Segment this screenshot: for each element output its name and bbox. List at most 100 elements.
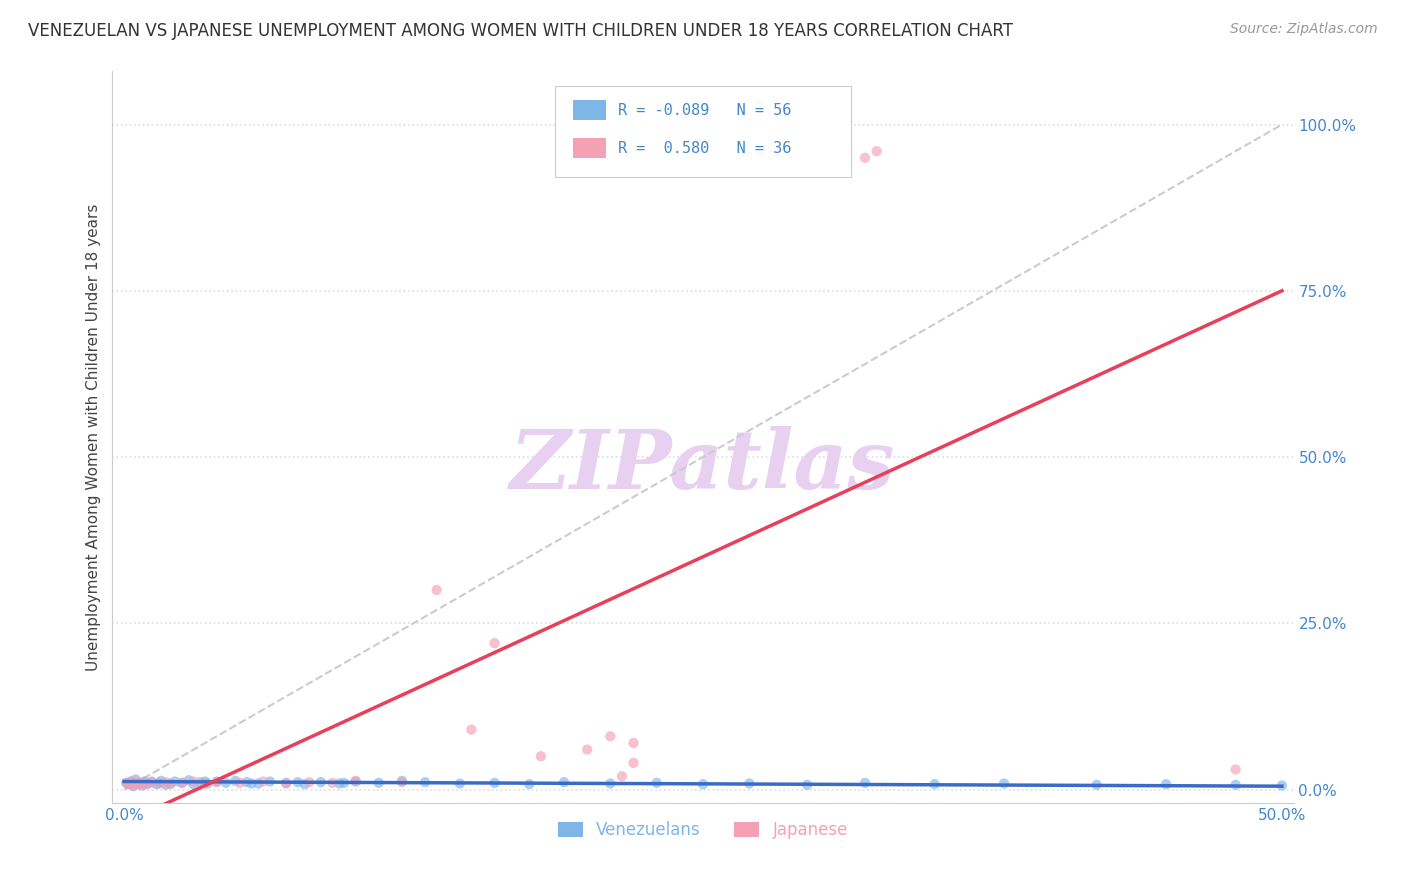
Point bbox=[344, 773, 367, 788]
Point bbox=[1225, 763, 1247, 777]
Point bbox=[159, 776, 181, 790]
Text: R =  0.580   N = 36: R = 0.580 N = 36 bbox=[619, 141, 792, 156]
Point bbox=[853, 151, 876, 165]
Point bbox=[229, 776, 252, 790]
Point bbox=[1085, 778, 1108, 792]
Point bbox=[205, 775, 228, 789]
Point bbox=[115, 776, 138, 790]
Point bbox=[333, 776, 356, 790]
Point bbox=[449, 776, 471, 790]
Text: Source: ZipAtlas.com: Source: ZipAtlas.com bbox=[1230, 22, 1378, 37]
Point bbox=[163, 774, 186, 789]
Point bbox=[276, 776, 298, 790]
Point bbox=[298, 775, 321, 789]
Point bbox=[177, 773, 200, 788]
Point bbox=[484, 776, 506, 790]
Point bbox=[259, 774, 281, 789]
Point bbox=[599, 776, 621, 790]
Point bbox=[610, 769, 633, 783]
Point bbox=[127, 777, 149, 791]
Point bbox=[115, 776, 138, 790]
Point bbox=[692, 777, 714, 791]
Point bbox=[129, 776, 152, 790]
Point bbox=[129, 778, 152, 792]
Point bbox=[190, 775, 212, 789]
Point bbox=[391, 775, 413, 789]
Point bbox=[183, 777, 205, 791]
Point bbox=[120, 774, 142, 789]
Point bbox=[118, 777, 141, 791]
Point bbox=[738, 776, 761, 790]
Point bbox=[150, 773, 173, 788]
Point bbox=[426, 582, 449, 597]
Text: R = -0.089   N = 56: R = -0.089 N = 56 bbox=[619, 103, 792, 118]
Point bbox=[155, 778, 177, 792]
Point bbox=[328, 776, 350, 790]
Point bbox=[367, 776, 389, 790]
Text: VENEZUELAN VS JAPANESE UNEMPLOYMENT AMONG WOMEN WITH CHILDREN UNDER 18 YEARS COR: VENEZUELAN VS JAPANESE UNEMPLOYMENT AMON… bbox=[28, 22, 1014, 40]
Text: ZIPatlas: ZIPatlas bbox=[510, 426, 896, 507]
Point bbox=[1154, 777, 1177, 791]
Point bbox=[131, 779, 153, 793]
Y-axis label: Unemployment Among Women with Children Under 18 years: Unemployment Among Women with Children U… bbox=[86, 203, 101, 671]
Point bbox=[194, 774, 217, 789]
Point bbox=[924, 777, 946, 791]
Point bbox=[215, 776, 238, 790]
Point bbox=[183, 774, 205, 789]
Point bbox=[141, 774, 163, 789]
Point bbox=[197, 776, 219, 790]
Point bbox=[131, 776, 153, 790]
Point bbox=[155, 775, 177, 789]
Point bbox=[309, 775, 332, 789]
Point bbox=[127, 775, 149, 789]
Bar bbox=[574, 100, 606, 120]
Point bbox=[413, 775, 436, 789]
Point bbox=[623, 736, 645, 750]
FancyBboxPatch shape bbox=[555, 86, 851, 178]
Point bbox=[252, 774, 274, 789]
Point bbox=[247, 776, 270, 790]
Point bbox=[148, 776, 170, 790]
Point bbox=[517, 777, 540, 791]
Point bbox=[145, 777, 167, 791]
Bar bbox=[574, 138, 606, 159]
Point bbox=[159, 777, 181, 791]
Point bbox=[599, 729, 621, 743]
Point bbox=[391, 773, 413, 788]
Point bbox=[170, 776, 193, 790]
Point bbox=[141, 775, 163, 789]
Point bbox=[122, 779, 145, 793]
Point bbox=[194, 776, 217, 790]
Point bbox=[576, 742, 599, 756]
Point bbox=[276, 776, 298, 790]
Point bbox=[623, 756, 645, 770]
Point bbox=[294, 777, 316, 791]
Point bbox=[553, 775, 575, 789]
Point bbox=[236, 775, 259, 789]
Point bbox=[136, 777, 159, 791]
Point bbox=[866, 144, 889, 158]
Point bbox=[530, 749, 553, 764]
Point bbox=[134, 774, 156, 789]
Point bbox=[240, 776, 263, 790]
Point bbox=[853, 776, 876, 790]
Point bbox=[148, 776, 170, 790]
Point bbox=[344, 774, 367, 789]
Point bbox=[124, 772, 146, 787]
Point bbox=[122, 779, 145, 793]
Point bbox=[124, 776, 146, 790]
Point bbox=[321, 776, 343, 790]
Point bbox=[205, 774, 228, 789]
Point bbox=[796, 778, 818, 792]
Point bbox=[170, 776, 193, 790]
Point bbox=[118, 777, 141, 791]
Point bbox=[120, 774, 142, 789]
Legend: Venezuelans, Japanese: Venezuelans, Japanese bbox=[551, 814, 855, 846]
Point bbox=[224, 773, 246, 788]
Point bbox=[484, 636, 506, 650]
Point bbox=[287, 775, 309, 789]
Point bbox=[460, 723, 482, 737]
Point bbox=[1225, 778, 1247, 792]
Point bbox=[993, 776, 1015, 790]
Point bbox=[136, 776, 159, 790]
